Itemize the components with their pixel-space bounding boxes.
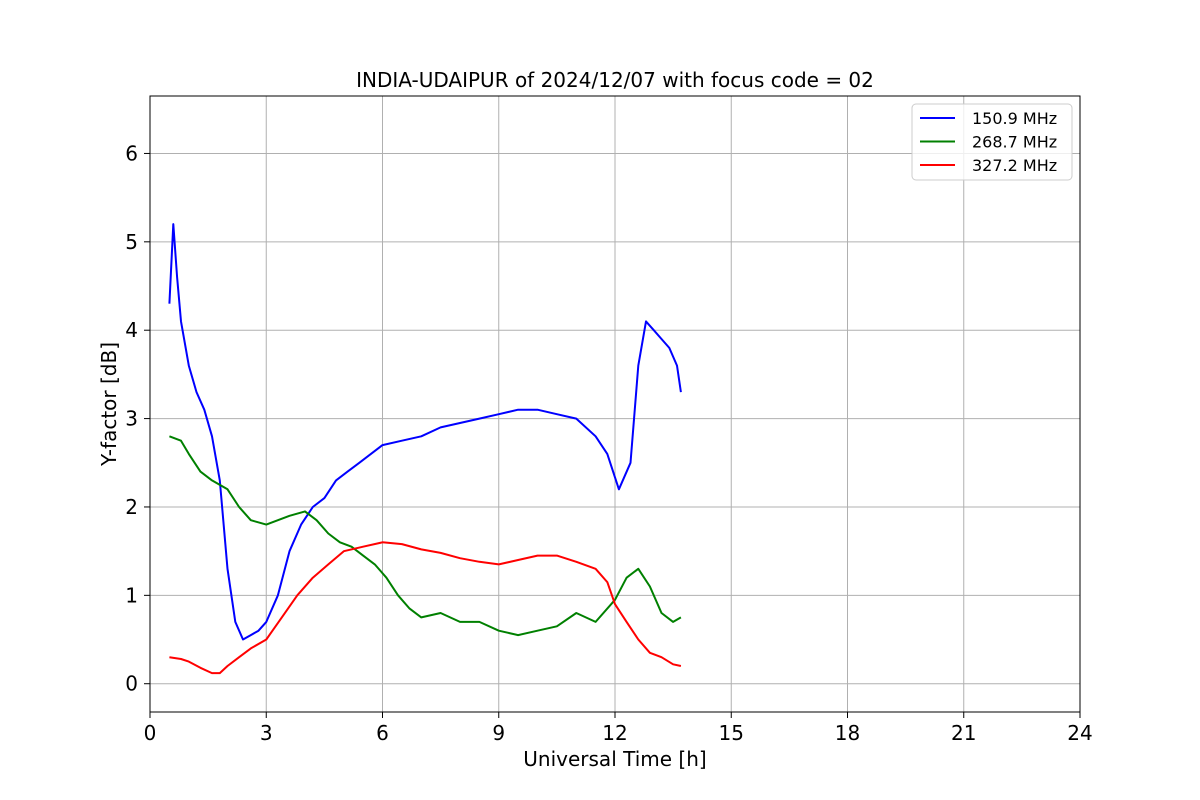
legend-frame	[911, 103, 1073, 181]
legend-items: 150.9 MHz 268.7 MHz 327.2 MHz	[920, 109, 1057, 175]
y-tick-label: 2	[125, 495, 138, 519]
series-lines	[168, 223, 682, 675]
x-axis-label: Universal Time [h]	[523, 747, 706, 771]
legend: 150.9 MHz 268.7 MHz 327.2 MHz	[911, 103, 1073, 181]
y-tick-label: 6	[125, 141, 138, 165]
x-tick-label: 9	[492, 721, 505, 745]
chart-title: INDIA-UDAIPUR of 2024/12/07 with focus c…	[356, 68, 874, 92]
series-line-0	[168, 223, 682, 641]
y-tick-label: 0	[125, 672, 138, 696]
y-ticks: 0 1 2 3 4 5 6	[125, 141, 150, 696]
y-tick-label: 4	[125, 318, 138, 342]
x-tick-label: 3	[260, 721, 273, 745]
legend-label: 327.2 MHz	[972, 156, 1057, 175]
x-ticks: 0 3 6 9 12 15 18 21 24	[144, 712, 1093, 745]
y-tick-label: 5	[125, 230, 138, 254]
x-tick-label: 15	[719, 721, 744, 745]
series-line-2	[169, 541, 682, 675]
x-tick-label: 0	[144, 721, 157, 745]
x-tick-label: 24	[1067, 721, 1092, 745]
x-tick-label: 21	[951, 721, 976, 745]
x-tick-label: 18	[835, 721, 860, 745]
y-axis-label: Y-factor [dB]	[97, 342, 121, 467]
legend-label: 150.9 MHz	[972, 109, 1057, 128]
x-tick-label: 12	[602, 721, 627, 745]
y-tick-label: 3	[125, 407, 138, 431]
series-line-1	[169, 435, 682, 637]
x-tick-label: 6	[376, 721, 389, 745]
y-tick-label: 1	[125, 583, 138, 607]
legend-label: 268.7 MHz	[972, 133, 1057, 152]
